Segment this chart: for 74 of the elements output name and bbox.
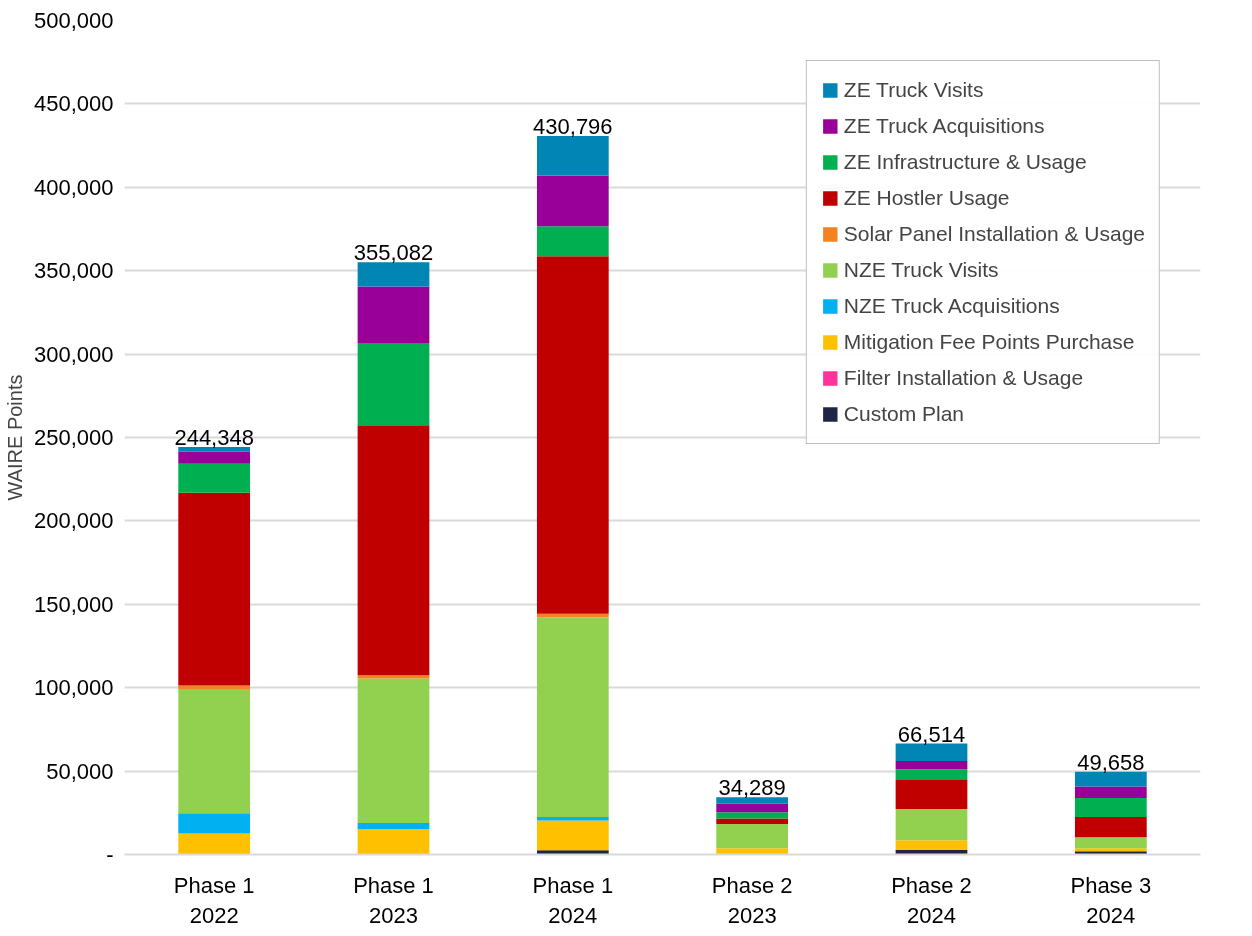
- y-tick-label: 250,000: [33, 425, 114, 450]
- bar: [716, 797, 789, 804]
- bar: [178, 833, 251, 855]
- bar: [895, 780, 968, 809]
- bar: [1074, 837, 1147, 849]
- bar: [536, 617, 609, 817]
- bar: [178, 446, 251, 452]
- bar: [178, 451, 251, 464]
- bar: [178, 463, 251, 493]
- x-tick-label: Phase 3 2024: [1070, 872, 1152, 928]
- legend-label: Mitigation Fee Points Purchase: [843, 329, 1135, 355]
- bar: [716, 823, 789, 849]
- legend-label: NZE Truck Visits: [843, 257, 999, 283]
- y-tick-label: 200,000: [33, 508, 114, 534]
- bar: [895, 760, 968, 770]
- legend-label: ZE Infrastructure & Usage: [843, 149, 1087, 175]
- bar: [357, 286, 430, 344]
- legend-label: Filter Installation & Usage: [843, 365, 1084, 391]
- bar: [178, 685, 251, 690]
- legend-label: ZE Hostler Usage: [843, 185, 1010, 211]
- y-tick-label: 450,000: [33, 91, 114, 117]
- bar: [357, 343, 430, 426]
- legend-label: Custom Plan: [843, 401, 965, 427]
- bar: [1074, 816, 1147, 838]
- bar: [536, 226, 609, 257]
- y-tick-label: 50,000: [46, 758, 114, 784]
- total-label: 49,658: [1077, 749, 1145, 775]
- bar: [716, 818, 789, 824]
- y-tick-label: 150,000: [33, 591, 114, 617]
- bar: [895, 808, 968, 841]
- bar: [357, 425, 430, 676]
- bar: [536, 256, 609, 614]
- y-axis-title: WAIRE Points: [3, 374, 26, 501]
- bar: [357, 675, 430, 679]
- bar: [357, 262, 430, 287]
- x-tick-label: Phase 1 2022: [173, 872, 255, 928]
- legend-label: Solar Panel Installation & Usage: [843, 221, 1145, 247]
- bar: [178, 492, 251, 686]
- x-tick-label: Phase 1 2024: [532, 872, 614, 928]
- bar: [357, 822, 430, 829]
- y-tick-label: 350,000: [33, 258, 114, 284]
- bar: [357, 678, 430, 823]
- bar: [357, 828, 430, 855]
- legend-label: ZE Truck Acquisitions: [843, 113, 1045, 139]
- x-tick-label: Phase 2 2024: [891, 872, 972, 928]
- legend-label: NZE Truck Acquisitions: [843, 293, 1060, 319]
- y-tick-label: 400,000: [33, 174, 114, 200]
- bar: [895, 840, 968, 850]
- total-label: 244,348: [174, 424, 254, 450]
- bar: [716, 812, 789, 819]
- y-tick-label: 500,000: [33, 8, 114, 33]
- bar: [716, 848, 789, 855]
- legend-label: ZE Truck Visits: [843, 77, 984, 103]
- bar: [1074, 771, 1147, 787]
- total-label: 66,514: [897, 721, 966, 747]
- total-label: 430,796: [533, 113, 613, 139]
- bar: [1074, 786, 1147, 799]
- bar: [536, 820, 609, 851]
- y-tick-label: -: [106, 842, 114, 867]
- bar: [895, 769, 968, 781]
- bar: [178, 813, 251, 834]
- bar: [536, 175, 609, 227]
- bar: [895, 743, 968, 761]
- bar: [536, 850, 609, 855]
- y-tick-label: 300,000: [33, 341, 114, 367]
- total-label: 355,082: [353, 240, 434, 266]
- y-tick-label: 100,000: [33, 675, 114, 701]
- total-label: 34,289: [718, 775, 786, 801]
- bar: [1074, 798, 1147, 817]
- bar: [178, 689, 251, 814]
- bar: [716, 803, 789, 813]
- x-tick-label: Phase 1 2023: [353, 872, 434, 928]
- x-tick-label: Phase 2 2023: [711, 872, 793, 928]
- bar: [536, 135, 609, 176]
